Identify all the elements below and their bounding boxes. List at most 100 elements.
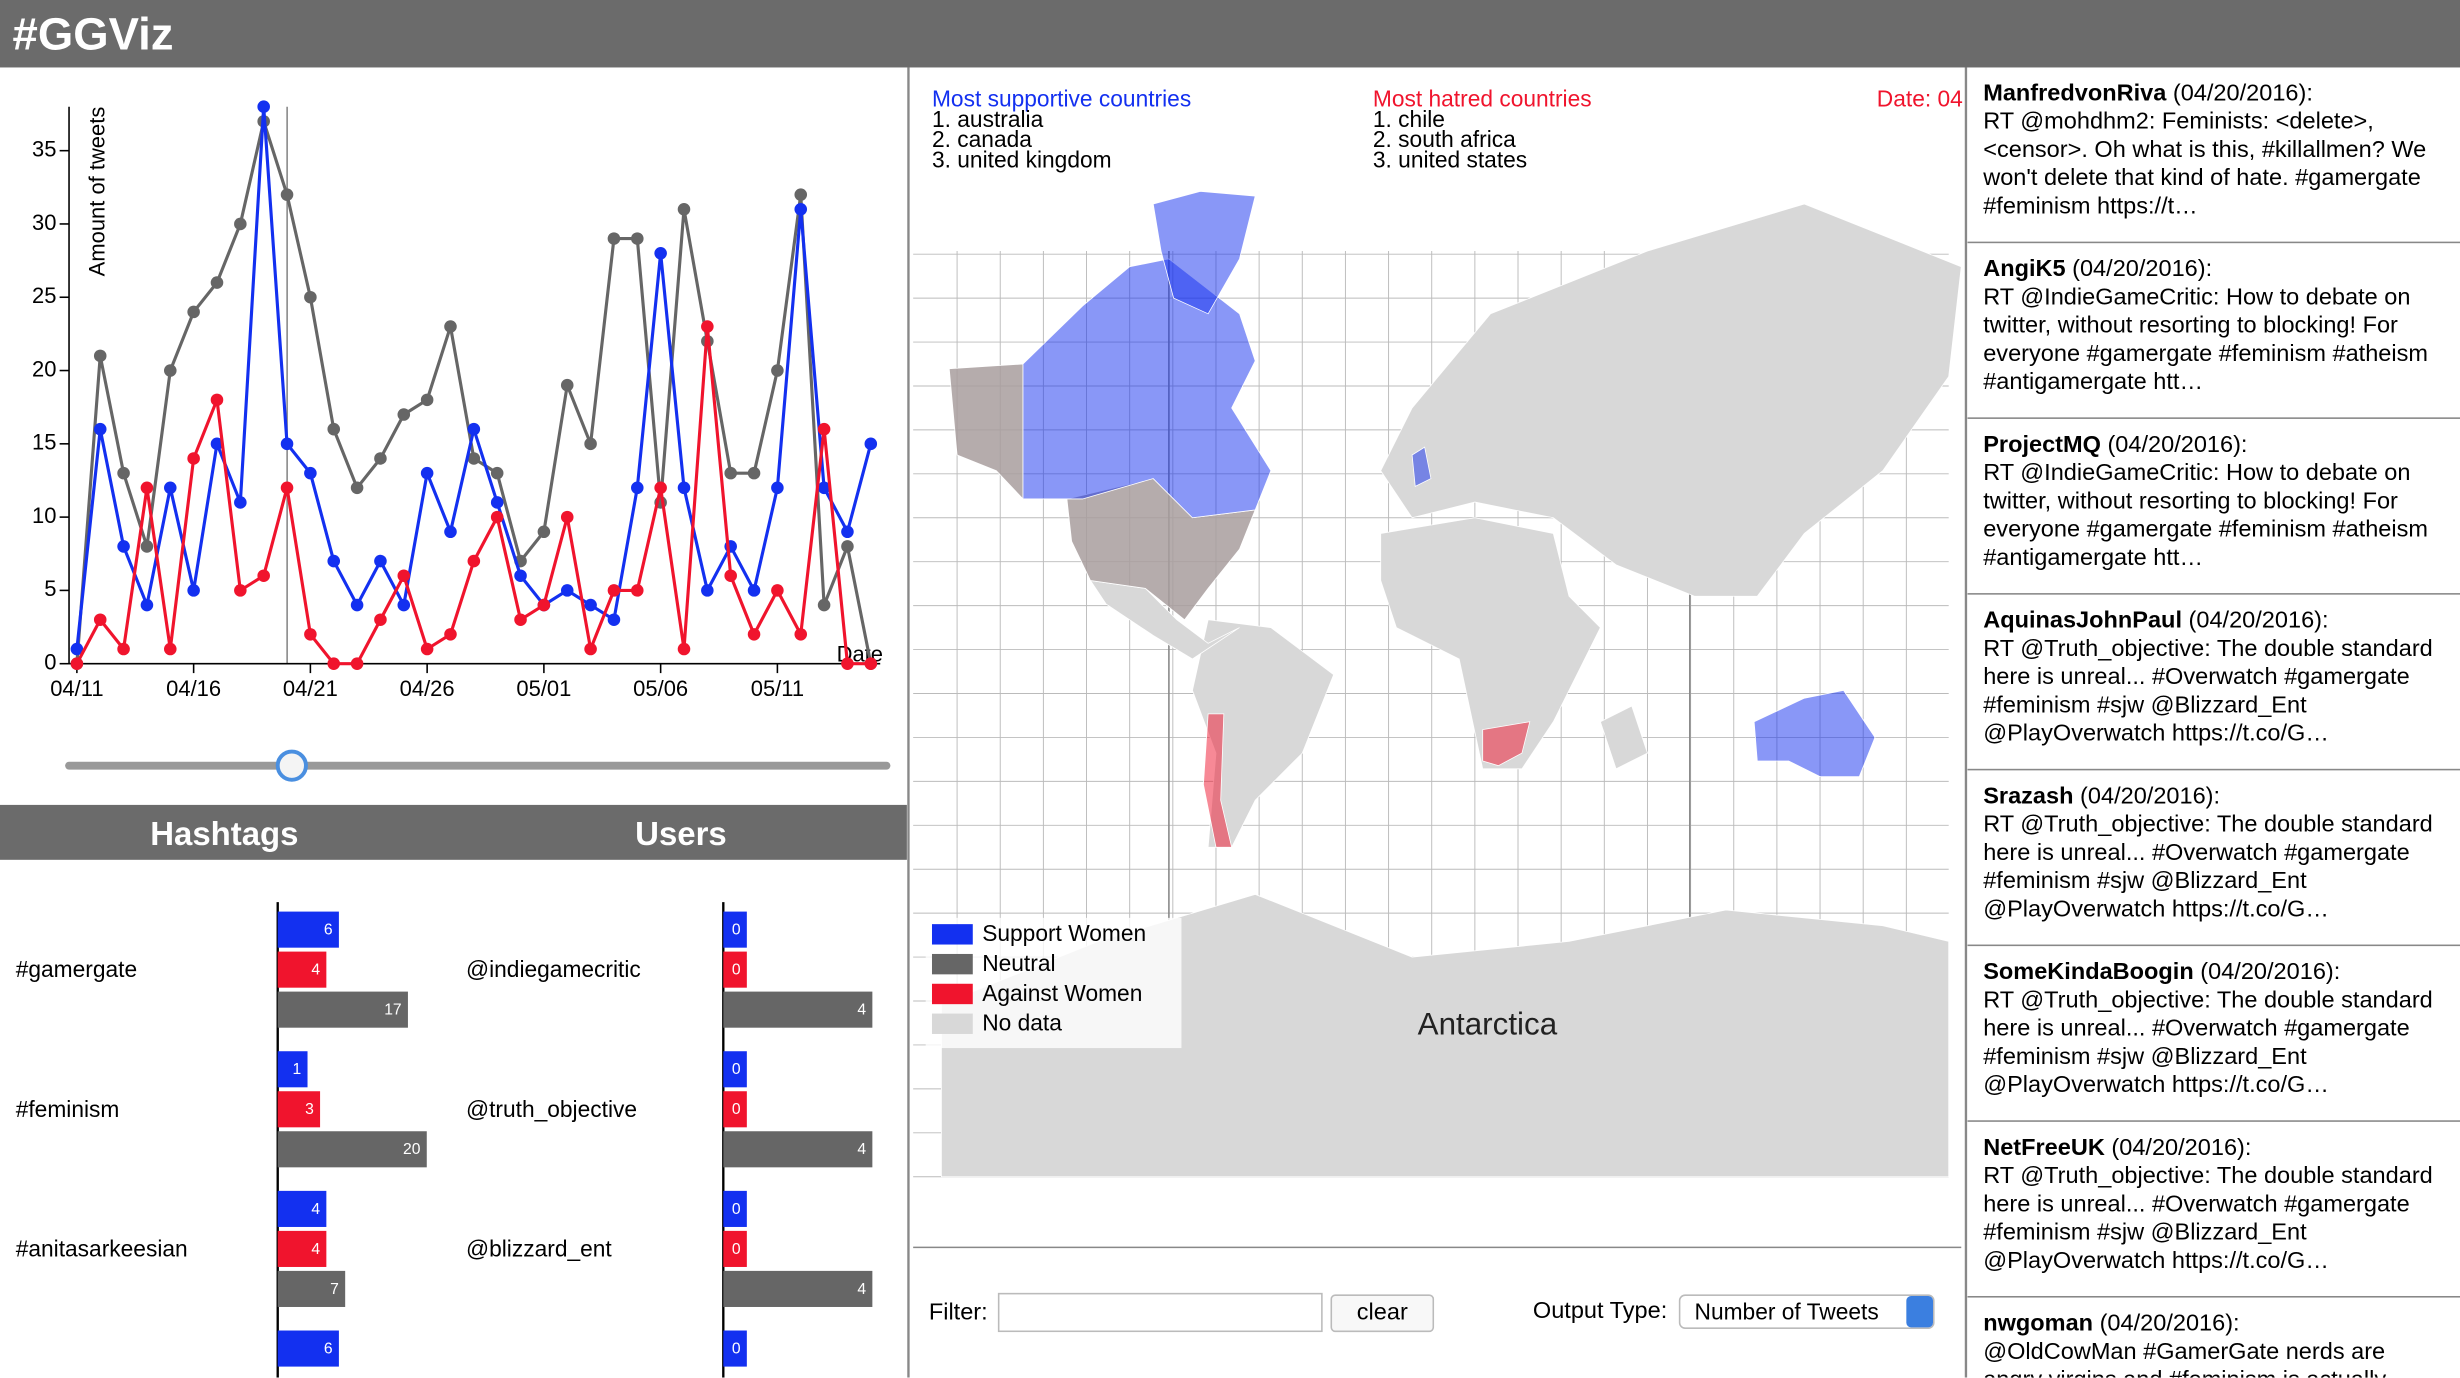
- data-point: [117, 540, 130, 553]
- bar-value-label: 17: [384, 1002, 401, 1019]
- bar: [277, 911, 339, 948]
- legend-swatch: [931, 1013, 973, 1034]
- select-arrow[interactable]: [1906, 1295, 1934, 1328]
- bar: [277, 951, 327, 988]
- bar: [723, 951, 747, 988]
- bar: [723, 911, 747, 948]
- bar-value-label: 4: [857, 1281, 866, 1298]
- x-tick-label: 04/11: [50, 676, 103, 701]
- clear-button[interactable]: clear: [1330, 1294, 1435, 1333]
- data-point: [164, 642, 177, 656]
- bar-value-label: 6: [324, 922, 333, 939]
- tweet-user: nwgoman: [1983, 1310, 2094, 1337]
- x-tick-label: 04/21: [283, 676, 338, 701]
- bar-category: @indiegamecritic: [466, 956, 641, 982]
- country: [1411, 446, 1432, 487]
- bar-value-label: 6: [324, 1340, 333, 1357]
- tweet-user: Srazash: [1983, 782, 2074, 810]
- tweet-user: ProjectMQ: [1983, 431, 2101, 459]
- tab-title: Hashtags: [150, 815, 298, 852]
- bar-value-label: 4: [311, 1201, 320, 1218]
- data-point: [490, 496, 504, 509]
- data-point: [210, 276, 224, 289]
- header-bar: [0, 0, 2460, 68]
- bar-value-label: 7: [330, 1281, 339, 1298]
- data-point: [677, 642, 691, 656]
- tweet-header: ProjectMQ (04/20/2016):: [1983, 431, 2444, 459]
- bar-category: @blizzard_ent: [466, 1236, 612, 1262]
- x-tick-label: 05/11: [751, 676, 804, 701]
- y-tick-label: 20: [32, 356, 56, 381]
- series-line: [75, 106, 873, 650]
- data-point: [584, 437, 597, 451]
- tweet-date: (04/20/2016):: [2080, 782, 2221, 810]
- data-point: [93, 613, 107, 626]
- data-point: [350, 481, 364, 495]
- legend-swatch: [931, 953, 973, 975]
- filter-input[interactable]: [997, 1292, 1323, 1333]
- data-point: [607, 232, 621, 245]
- tweet-text: RT @Truth_objective: The double standard…: [1983, 635, 2433, 747]
- data-point: [304, 628, 317, 641]
- data-point: [514, 569, 527, 583]
- tweet-date: (04/20/2016):: [2111, 1134, 2252, 1162]
- bar: [723, 991, 873, 1028]
- tab-bar: [0, 804, 907, 860]
- select-value: Number of Tweets: [1694, 1300, 1879, 1326]
- data-point: [420, 466, 434, 480]
- tweet: nwgoman (04/20/2016): @OldCowMan #GamerGa…: [1968, 1298, 2460, 1377]
- x-tick-label: 05/06: [633, 676, 688, 701]
- y-tick-label: 25: [32, 283, 56, 308]
- data-point: [397, 598, 411, 612]
- data-point: [374, 554, 387, 568]
- data-point: [280, 188, 294, 201]
- legend-swatch: [931, 924, 973, 945]
- ranking-title: Most hatred countries: [1373, 85, 1592, 111]
- slider-thumb[interactable]: [275, 749, 308, 782]
- data-point: [467, 554, 481, 568]
- bar-value-label: 4: [857, 1141, 866, 1158]
- data-point: [841, 525, 854, 539]
- data-point: [841, 540, 854, 553]
- data-point: [584, 598, 597, 612]
- country: [1022, 258, 1272, 519]
- data-point: [234, 217, 247, 231]
- x-tick-label: 04/26: [400, 676, 455, 701]
- data-point: [164, 481, 177, 495]
- tweet-text: RT @IndieGameCritic: How to debate on tw…: [1983, 459, 2429, 572]
- tweet: NetFreeUK (04/20/2016): RT @Truth_objecti…: [1967, 1122, 2460, 1298]
- data-point: [444, 320, 457, 333]
- data-point: [234, 584, 247, 597]
- country: [1203, 713, 1233, 848]
- bar: [723, 1131, 873, 1168]
- tweet-text: RT @Truth_objective: The double standard…: [1983, 986, 2433, 1099]
- data-point: [164, 364, 177, 377]
- data-point: [631, 232, 644, 245]
- data-point: [654, 481, 667, 495]
- tweet-text: RT @IndieGameCritic: How to debate on tw…: [1983, 283, 2429, 396]
- bar-value-label: 4: [311, 1241, 320, 1258]
- tweet-header: NetFreeUK (04/20/2016):: [1983, 1134, 2444, 1162]
- output-type-label: Output Type:: [1532, 1297, 1668, 1325]
- output-type-select[interactable]: Number of Tweets: [1678, 1294, 1935, 1329]
- tweet: ManfredvonRiva (04/20/2016): RT @mohdhm2:…: [1967, 67, 2460, 244]
- ranking-item: 3. united kingdom: [932, 147, 1112, 173]
- data-point: [280, 437, 294, 451]
- bar: [277, 1330, 339, 1367]
- tweet-text: @OldCowMan #GamerGate nerds are angry vi…: [1983, 1338, 2386, 1377]
- ranking-title: Most supportive countries: [932, 85, 1191, 111]
- data-point: [187, 452, 200, 465]
- data-point: [771, 584, 784, 597]
- data-point: [374, 613, 387, 626]
- bar-value-label: 0: [732, 1061, 741, 1078]
- bar-category: @truth_objective: [466, 1096, 637, 1122]
- data-point: [210, 437, 224, 451]
- country: [1380, 517, 1601, 770]
- tweet: AngiK5 (04/20/2016): RT @IndieGameCritic:…: [1967, 243, 2460, 419]
- y-tick-label: 5: [44, 576, 56, 601]
- data-point: [747, 584, 761, 597]
- y-tick-label: 0: [44, 649, 56, 674]
- ranking-item: 3. united states: [1373, 147, 1527, 173]
